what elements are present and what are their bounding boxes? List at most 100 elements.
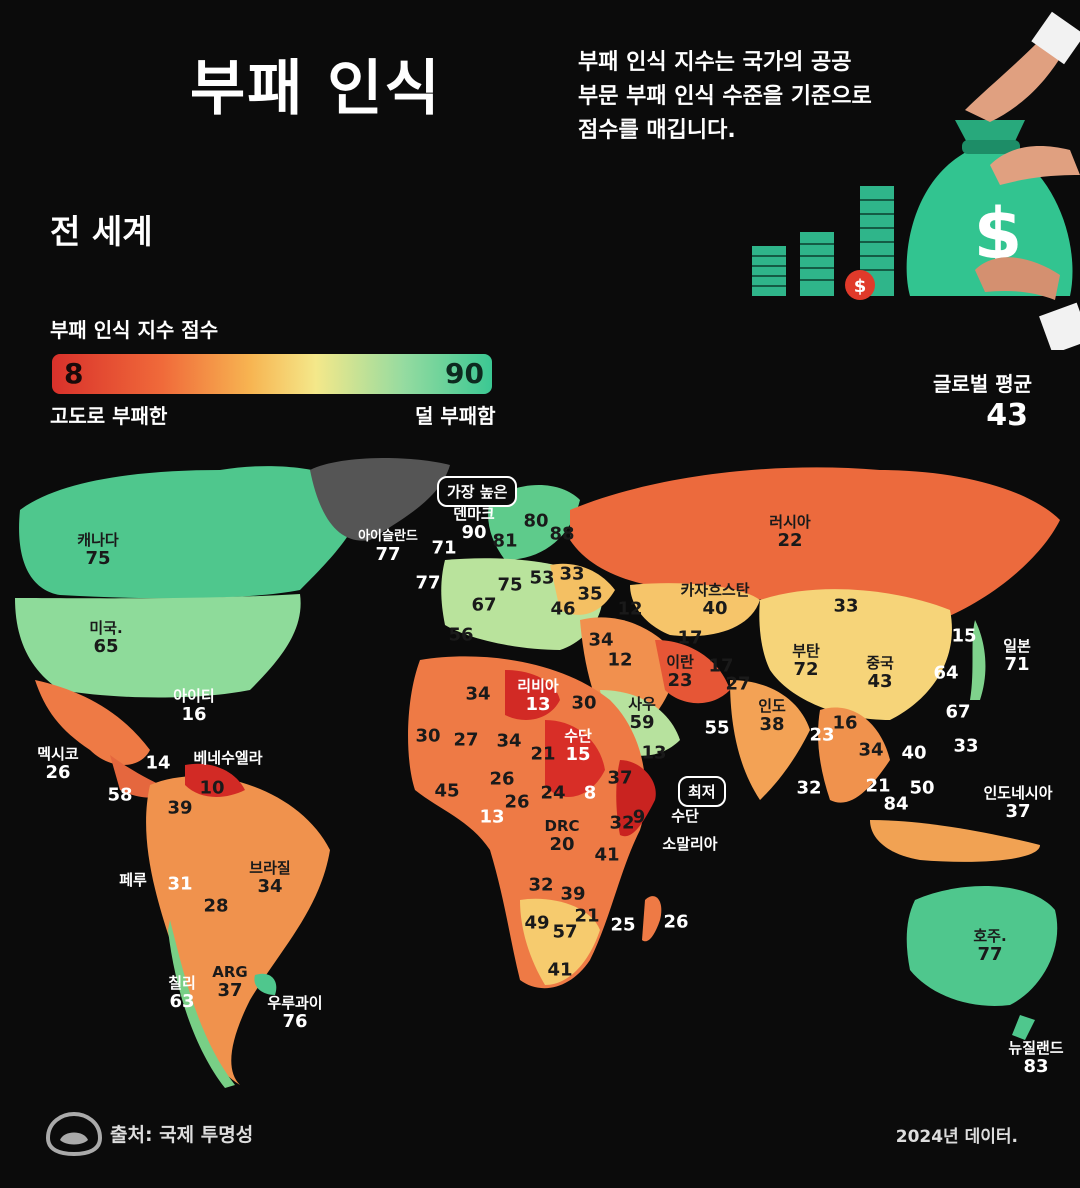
label-usa: 미국. 65 — [89, 619, 123, 658]
russia-region — [570, 467, 1060, 620]
country-score: 40 — [702, 598, 728, 620]
canada-region — [19, 466, 362, 599]
country-name: 페루 — [119, 871, 147, 889]
country-score: 34 — [858, 739, 884, 761]
score-somalia: 9 — [632, 806, 646, 828]
country-score: 13 — [479, 806, 505, 828]
country-score: 43 — [867, 671, 893, 693]
australia-region — [906, 886, 1058, 1006]
country-score: 35 — [577, 583, 603, 605]
indonesia-region — [870, 820, 1040, 862]
country-score: 49 — [524, 912, 550, 934]
country-score: 22 — [777, 530, 803, 552]
country-score: 16 — [832, 712, 858, 734]
country-score: 67 — [945, 701, 971, 723]
japan-region — [970, 620, 986, 700]
country-score: 46 — [550, 598, 576, 620]
country-score: 71 — [431, 537, 457, 559]
country-score: 65 — [93, 636, 119, 658]
country-name: DRC — [544, 817, 580, 835]
country-name: 수단 — [671, 807, 699, 825]
dollar-coin-icon: $ — [845, 270, 875, 300]
iran-region — [655, 640, 730, 704]
horn-region — [616, 760, 656, 837]
country-score: 37 — [607, 767, 633, 789]
greenland-region — [310, 458, 450, 541]
country-score: 41 — [594, 844, 620, 866]
country-score: 81 — [492, 530, 518, 552]
country-score: 15 — [951, 625, 977, 647]
country-name: 중국 — [866, 654, 894, 672]
country-name: 미국. — [89, 619, 123, 637]
country-score: 34 — [257, 876, 283, 898]
country-score: 15 — [565, 744, 591, 766]
country-name: 브라질 — [249, 859, 291, 877]
country-score: 25 — [610, 914, 636, 936]
label-libya: 리비아 13 — [517, 677, 559, 716]
country-score: 30 — [571, 692, 597, 714]
country-score: 50 — [909, 777, 935, 799]
country-name: 부탄 — [792, 642, 820, 660]
legend-low-label: 고도로 부패한 — [50, 404, 168, 428]
description-line: 점수를 매깁니다. — [578, 118, 736, 143]
country-score: 33 — [559, 563, 585, 585]
source-logo-icon — [45, 1111, 103, 1156]
legend-max: 90 — [445, 357, 484, 390]
southeast-asia-region — [818, 707, 890, 803]
svg-text:$: $ — [854, 276, 867, 297]
country-score: 37 — [1005, 801, 1031, 823]
label-south-sudan: 수단 — [671, 807, 699, 825]
country-name: 멕시코 — [37, 745, 79, 763]
country-score: 38 — [759, 714, 785, 736]
country-score: 14 — [145, 752, 171, 774]
country-name: 수단 — [564, 727, 592, 745]
country-score: 21 — [574, 905, 600, 927]
country-score: 26 — [504, 791, 530, 813]
label-new-zealand: 뉴질랜드 83 — [1008, 1039, 1063, 1078]
label-saudi: 사우 59 — [628, 695, 656, 734]
kazakhstan-region — [630, 583, 760, 637]
label-bhutan: 부탄 72 — [792, 642, 820, 681]
source-text: 출처: 국제 투명성 — [110, 1124, 254, 1146]
country-score: 26 — [45, 762, 71, 784]
country-score: 13 — [525, 694, 551, 716]
country-score: 77 — [415, 572, 441, 594]
label-china: 중국 43 — [866, 654, 894, 693]
country-score: 77 — [375, 543, 401, 565]
country-score: 58 — [107, 784, 133, 806]
label-venezuela: 베네수엘라 — [193, 749, 262, 767]
label-somalia: 소말리아 — [662, 835, 717, 853]
country-score: 40 — [901, 742, 927, 764]
country-name: 아이슬란드 — [358, 529, 418, 544]
country-name: 이란 — [666, 653, 694, 671]
country-name: 러시아 — [769, 513, 811, 531]
country-score: 13 — [641, 742, 667, 764]
highest-callout: 가장 높은 — [437, 476, 518, 507]
legend-high-label: 덜 부패함 — [415, 404, 496, 428]
region-subtitle: 전 세계 — [50, 212, 153, 251]
country-name: 리비아 — [517, 677, 559, 695]
label-iceland: 아이슬란드 77 — [358, 529, 418, 566]
country-score: 28 — [203, 895, 229, 917]
china-region — [759, 589, 952, 720]
country-score: 75 — [497, 574, 523, 596]
eastern-europe-region — [550, 563, 615, 615]
global-average-label: 글로벌 평균 — [933, 372, 1032, 396]
country-name: 우루과이 — [267, 994, 323, 1012]
country-name: 사우 — [628, 695, 656, 713]
country-score: 75 — [85, 548, 111, 570]
country-score: 84 — [883, 793, 909, 815]
sudan-region — [545, 720, 605, 797]
legend-title: 부패 인식 지수 점수 — [50, 318, 219, 342]
label-sudan: 수단 15 — [564, 727, 592, 766]
label-peru: 페루 — [119, 871, 147, 889]
label-canada: 캐나다 75 — [77, 531, 118, 570]
libya-region — [505, 670, 560, 720]
country-score: 34 — [465, 683, 491, 705]
mexico-region — [35, 680, 150, 765]
coin-stack-icon — [752, 186, 894, 296]
legend-gradient-bar — [52, 354, 492, 394]
country-score: 56 — [448, 624, 474, 646]
label-india: 인도 38 — [758, 697, 786, 736]
score-south-sudan: 8 — [583, 782, 597, 804]
